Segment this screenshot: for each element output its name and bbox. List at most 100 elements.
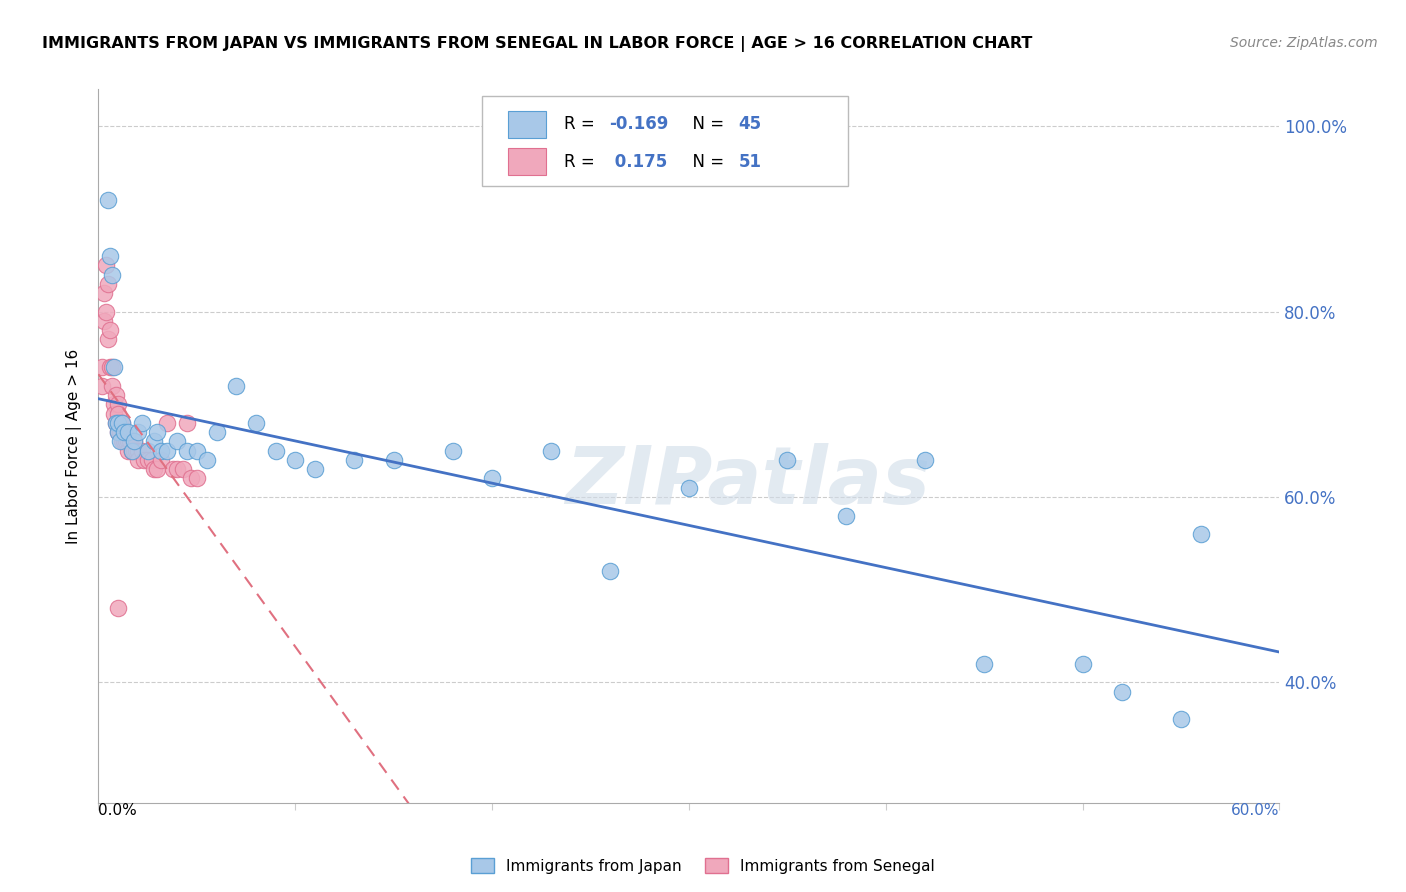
Point [156,443,179,458]
Point [142,462,165,476]
Point [1189,527,1212,541]
Point [93,286,115,301]
Point [172,462,194,476]
Point [121,443,143,458]
Text: Source: ZipAtlas.com: Source: ZipAtlas.com [1230,36,1378,50]
Text: -0.169: -0.169 [609,115,668,134]
Point [111,416,134,430]
Point [101,360,124,375]
Point [166,462,188,476]
Point [176,443,198,458]
Point [111,434,134,449]
Point [112,425,135,439]
Point [1170,712,1192,726]
Point [125,443,148,458]
Point [1071,657,1094,671]
Point [121,443,143,458]
Point [97,277,120,291]
Text: ZIPatlas: ZIPatlas [565,442,931,521]
Point [108,434,131,449]
Point [162,462,184,476]
Point [111,416,134,430]
Point [122,434,145,449]
Text: 60.0%: 60.0% [1232,803,1279,818]
Point [835,508,858,523]
Point [93,314,115,328]
Point [97,194,120,208]
Text: 51: 51 [738,153,762,171]
Point [107,416,129,430]
Point [98,323,121,337]
Point [131,416,153,430]
Point [122,443,145,458]
Point [97,333,120,347]
Point [127,443,149,458]
Point [107,425,129,439]
Point [166,434,188,449]
Point [103,397,125,411]
Point [107,425,129,439]
Point [304,462,326,476]
Point [117,425,139,439]
Bar [508,148,546,176]
Point [678,481,700,495]
Point [105,416,128,430]
Point [136,453,159,467]
Point [107,601,129,615]
Point [156,416,179,430]
Point [141,453,163,467]
Point [136,443,159,458]
Point [150,453,173,467]
Point [441,443,464,458]
Point [118,434,141,449]
Point [112,425,135,439]
Text: R =: R = [564,115,600,134]
Point [101,268,124,282]
Point [127,453,149,467]
Point [481,471,503,485]
Point [127,425,149,439]
Point [108,425,131,439]
Point [91,378,114,392]
Point [176,416,198,430]
Point [107,407,129,421]
Point [112,434,135,449]
Point [599,564,621,578]
Point [96,304,118,318]
Point [96,258,118,272]
Point [264,443,287,458]
Point [973,657,995,671]
Point [103,407,125,421]
Point [180,471,202,485]
Point [142,434,165,449]
Text: R =: R = [564,153,600,171]
Point [245,416,267,430]
Point [115,434,138,449]
Bar [508,111,546,138]
Point [225,378,247,392]
Text: 45: 45 [738,115,762,134]
FancyBboxPatch shape [482,96,848,186]
Point [105,388,128,402]
Point [108,416,131,430]
Point [776,453,799,467]
Point [103,360,125,375]
Point [146,462,169,476]
Point [343,453,366,467]
Point [1111,684,1133,698]
Text: 0.175: 0.175 [609,153,666,171]
Point [117,434,139,449]
Point [122,434,145,449]
Point [105,416,128,430]
Text: 0.0%: 0.0% [98,803,138,818]
Point [150,443,173,458]
Point [98,360,121,375]
Point [205,425,228,439]
Point [131,443,153,458]
Point [91,360,114,375]
Text: IMMIGRANTS FROM JAPAN VS IMMIGRANTS FROM SENEGAL IN LABOR FORCE | AGE > 16 CORRE: IMMIGRANTS FROM JAPAN VS IMMIGRANTS FROM… [42,36,1032,52]
Point [914,453,936,467]
Point [146,425,169,439]
Y-axis label: In Labor Force | Age > 16: In Labor Force | Age > 16 [66,349,83,543]
Text: N =: N = [682,153,730,171]
